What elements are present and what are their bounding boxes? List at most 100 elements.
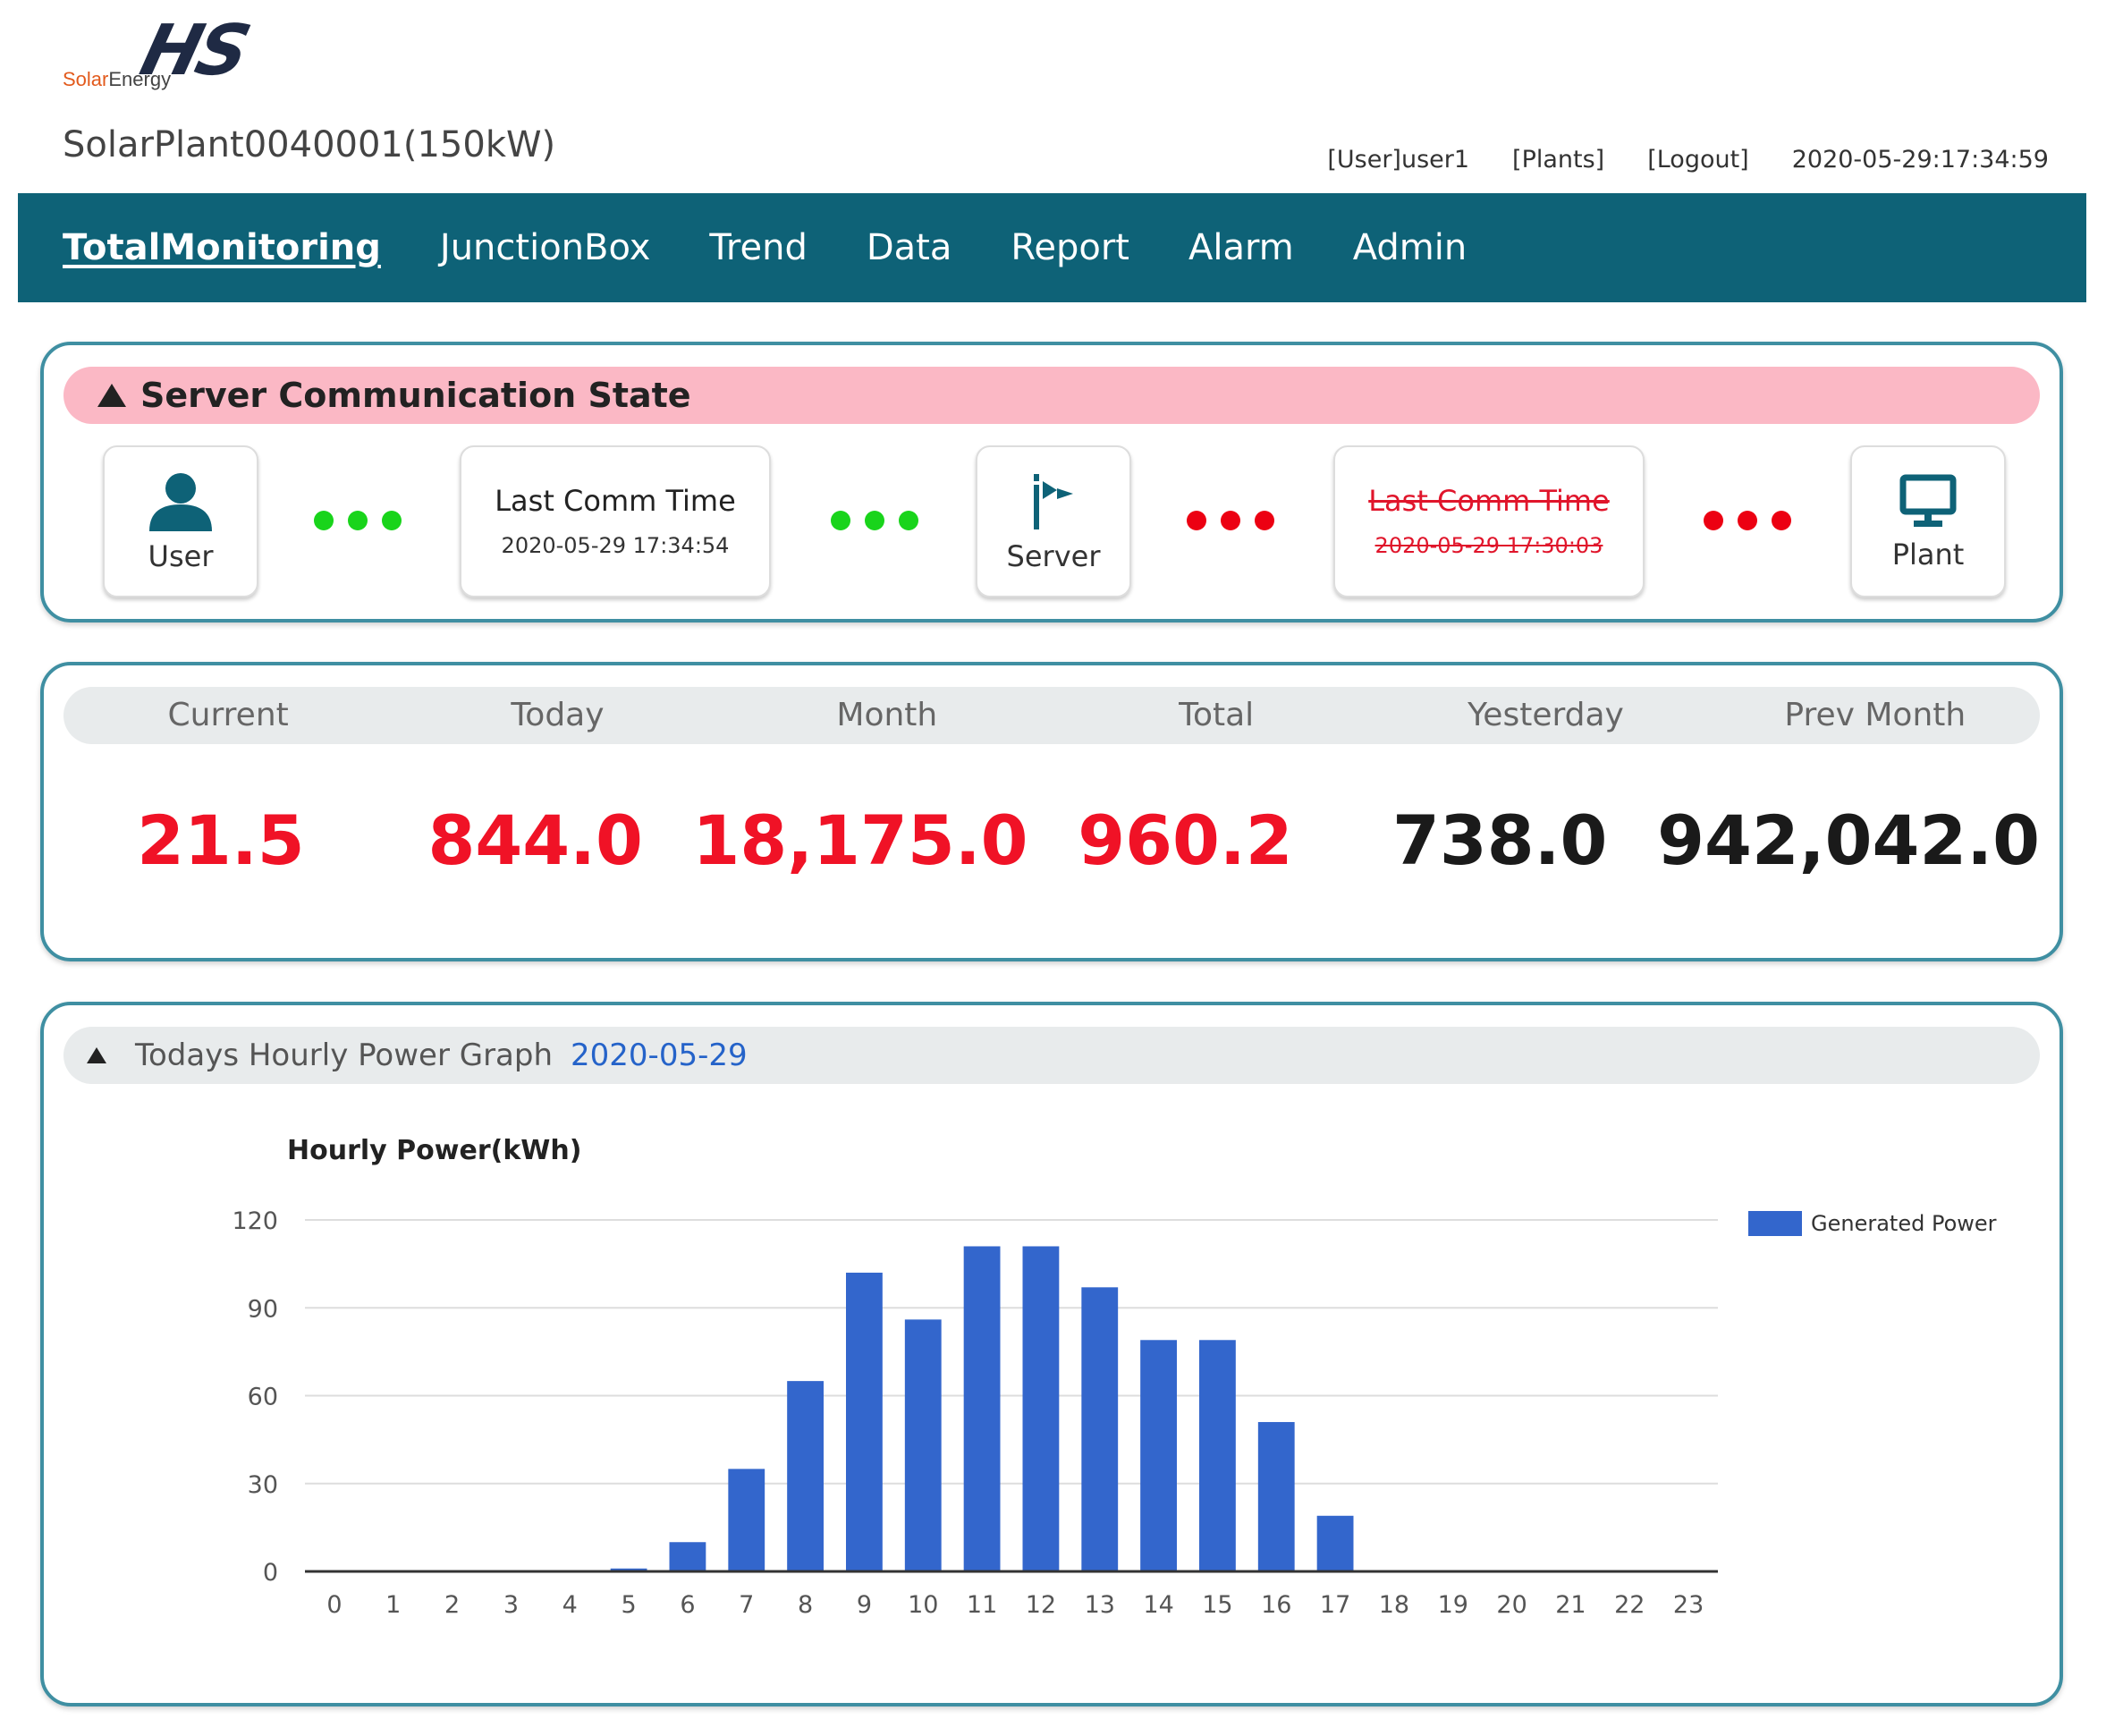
stat-label-yesterday: Yesterday — [1467, 697, 1624, 733]
stat-label-prev-month: Prev Month — [1784, 697, 1966, 733]
link-status-3 — [1187, 511, 1274, 530]
bar-hour-5 — [610, 1568, 647, 1571]
y-tick-label: 0 — [263, 1559, 278, 1587]
link-status-2 — [831, 511, 918, 530]
plant-node[interactable]: Plant — [1850, 445, 2006, 597]
stat-value-total: 960.2 — [1078, 800, 1293, 880]
x-tick-label: 8 — [798, 1591, 813, 1619]
bar-hour-11 — [963, 1246, 1001, 1571]
x-tick-label: 1 — [385, 1591, 401, 1619]
stat-value-yesterday: 738.0 — [1392, 800, 1608, 880]
plants-link[interactable]: [Plants] — [1512, 146, 1605, 174]
server-node-label: Server — [1006, 539, 1101, 573]
x-tick-label: 6 — [680, 1591, 695, 1619]
collapse-triangle-icon[interactable] — [87, 1047, 106, 1063]
last-comm-ok-box: Last Comm Time 2020-05-29 17:34:54 — [460, 445, 771, 597]
x-tick-label: 13 — [1085, 1591, 1115, 1619]
x-tick-label: 3 — [503, 1591, 519, 1619]
last-comm-bad-title: Last Comm Time — [1368, 484, 1610, 518]
stat-value-prev-month: 942,042.0 — [1657, 800, 2041, 880]
x-tick-label: 23 — [1673, 1591, 1704, 1619]
y-tick-label: 90 — [248, 1295, 278, 1323]
x-tick-label: 4 — [562, 1591, 578, 1619]
nav-admin[interactable]: Admin — [1352, 227, 1467, 268]
logout-link[interactable]: [Logout] — [1647, 146, 1749, 174]
last-comm-ok-time: 2020-05-29 17:34:54 — [501, 533, 730, 558]
monitor-icon — [1899, 474, 1957, 527]
x-tick-label: 5 — [621, 1591, 636, 1619]
bar-hour-6 — [669, 1542, 706, 1571]
x-tick-label: 10 — [908, 1591, 938, 1619]
bar-hour-17 — [1316, 1515, 1354, 1571]
x-tick-label: 20 — [1496, 1591, 1527, 1619]
stat-value-current: 21.5 — [137, 800, 305, 880]
stat-values: 21.5 844.0 18,175.0 960.2 738.0 942,042.… — [63, 807, 2040, 875]
comm-state-panel: Server Communication State User Last Com… — [40, 342, 2063, 622]
plant-name: SolarPlant0040001(150kW) — [63, 124, 556, 165]
comm-state-title: Server Communication State — [140, 376, 691, 415]
chart-legend: Generated Power — [1748, 1211, 1997, 1236]
company-logo: HS SolarEnergy — [63, 11, 268, 106]
server-node[interactable]: Server — [976, 445, 1131, 597]
chart-y-title: Hourly Power(kWh) — [287, 1135, 582, 1166]
x-tick-label: 2 — [444, 1591, 460, 1619]
bar-hour-7 — [728, 1469, 765, 1571]
stat-value-today: 844.0 — [427, 800, 643, 880]
last-comm-bad-box: Last Comm Time 2020-05-29 17:30:03 — [1333, 445, 1645, 597]
link-status-4 — [1704, 511, 1791, 530]
x-tick-label: 14 — [1143, 1591, 1173, 1619]
comm-state-header[interactable]: Server Communication State — [63, 367, 2040, 424]
y-tick-label: 30 — [248, 1471, 278, 1499]
plant-node-label: Plant — [1891, 538, 1965, 572]
main-nav: TotalMonitoring JunctionBox Trend Data R… — [18, 193, 2086, 302]
nav-alarm[interactable]: Alarm — [1188, 227, 1294, 268]
legend-swatch — [1748, 1211, 1802, 1236]
y-tick-label: 120 — [232, 1207, 278, 1235]
stats-header: Current Today Month Total Yesterday Prev… — [63, 687, 2040, 744]
bar-hour-14 — [1140, 1340, 1177, 1571]
current-datetime: 2020-05-29:17:34:59 — [1791, 146, 2049, 174]
stat-label-today: Today — [511, 697, 605, 733]
stat-label-total: Total — [1179, 697, 1255, 733]
user-node[interactable]: User — [103, 445, 258, 597]
legend-label: Generated Power — [1811, 1211, 1997, 1236]
stat-label-month: Month — [836, 697, 938, 733]
y-tick-label: 60 — [248, 1384, 278, 1411]
x-tick-label: 7 — [739, 1591, 754, 1619]
last-comm-bad-time: 2020-05-29 17:30:03 — [1374, 533, 1603, 558]
energy-stats-panel: Current Today Month Total Yesterday Prev… — [40, 662, 2063, 961]
nav-junction-box[interactable]: JunctionBox — [439, 227, 651, 268]
link-status-1 — [314, 511, 402, 530]
x-tick-label: 19 — [1438, 1591, 1468, 1619]
user-link[interactable]: [User]user1 — [1327, 146, 1470, 174]
hourly-power-panel: Todays Hourly Power Graph 2020-05-29 Hou… — [40, 1002, 2063, 1706]
x-tick-label: 21 — [1555, 1591, 1586, 1619]
bar-hour-8 — [787, 1381, 824, 1571]
last-comm-ok-title: Last Comm Time — [495, 484, 736, 518]
x-tick-label: 12 — [1026, 1591, 1056, 1619]
x-tick-label: 11 — [967, 1591, 997, 1619]
nav-data[interactable]: Data — [866, 227, 952, 268]
nav-report[interactable]: Report — [1011, 227, 1129, 268]
nav-trend[interactable]: Trend — [709, 227, 808, 268]
x-tick-label: 18 — [1379, 1591, 1409, 1619]
graph-title: Todays Hourly Power Graph — [135, 1037, 554, 1073]
bar-hour-13 — [1081, 1287, 1119, 1571]
bar-hour-15 — [1199, 1340, 1236, 1571]
bar-hour-10 — [904, 1319, 942, 1571]
graph-header[interactable]: Todays Hourly Power Graph 2020-05-29 — [63, 1027, 2040, 1084]
bar-hour-16 — [1257, 1421, 1295, 1571]
user-node-label: User — [148, 539, 214, 573]
bar-hour-12 — [1022, 1246, 1060, 1571]
header-links: [User]user1 [Plants] [Logout] 2020-05-29… — [1327, 148, 2049, 172]
bar-hour-9 — [846, 1272, 883, 1571]
x-tick-label: 15 — [1202, 1591, 1232, 1619]
user-icon — [149, 473, 212, 531]
logo-brand-text: SolarEnergy — [63, 68, 172, 90]
collapse-triangle-icon[interactable] — [97, 384, 126, 407]
nav-total-monitoring[interactable]: TotalMonitoring — [63, 227, 381, 268]
stat-value-month: 18,175.0 — [692, 800, 1028, 880]
x-tick-label: 17 — [1320, 1591, 1350, 1619]
graph-date: 2020-05-29 — [571, 1037, 748, 1073]
